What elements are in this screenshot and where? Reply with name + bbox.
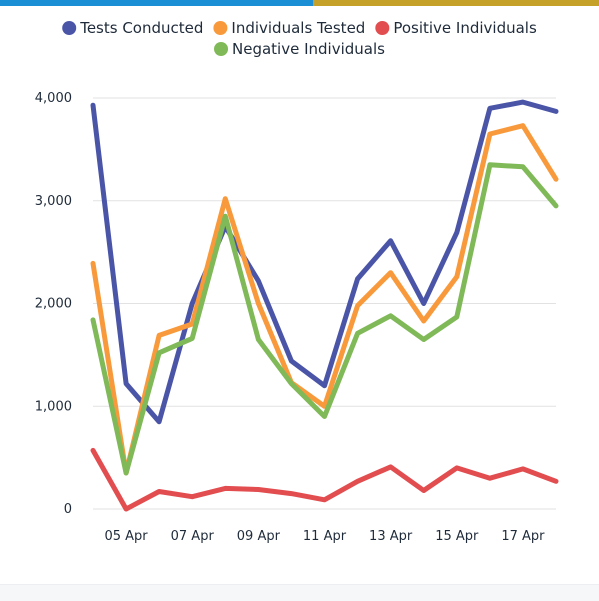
legend-label: Negative Individuals xyxy=(232,40,385,58)
legend-item-individuals-tested[interactable]: Individuals Tested xyxy=(213,19,365,37)
top-accent-bar xyxy=(0,0,599,6)
x-axis-tick-labels: 05 Apr 07 Apr 09 Apr 11 Apr 13 Apr 15 Apr 17 A… xyxy=(104,529,545,544)
top-accent-segment-gold xyxy=(313,0,599,6)
x-tick-label: 15 Apr xyxy=(435,529,479,544)
y-axis-tick-labels: 0 1,000 2,000 3,000 4,000 xyxy=(35,91,72,517)
chart-gridlines xyxy=(93,97,556,510)
footer-band xyxy=(0,584,599,601)
chart-series-lines xyxy=(90,99,559,512)
legend-label: Individuals Tested xyxy=(231,19,365,37)
y-tick-label: 4,000 xyxy=(35,91,72,106)
y-tick-label: 1,000 xyxy=(35,399,72,414)
series-line-positive-individuals xyxy=(90,447,559,512)
y-tick-label: 2,000 xyxy=(35,297,72,312)
x-tick-label: 13 Apr xyxy=(369,529,413,544)
x-tick-label: 09 Apr xyxy=(237,529,281,544)
y-tick-label: 3,000 xyxy=(35,194,72,209)
series-line-tests-conducted xyxy=(90,99,559,425)
legend-marker xyxy=(62,21,77,35)
x-tick-label: 05 Apr xyxy=(104,529,148,544)
x-tick-label: 11 Apr xyxy=(303,529,347,544)
x-tick-label: 07 Apr xyxy=(171,529,215,544)
legend-item-positive-individuals[interactable]: Positive Individuals xyxy=(375,19,537,37)
x-tick-label: 17 Apr xyxy=(501,529,545,544)
y-tick-label: 0 xyxy=(64,502,72,517)
series-line-individuals-tested xyxy=(90,123,559,476)
legend-marker xyxy=(214,42,229,56)
top-accent-segment-blue xyxy=(0,0,313,6)
legend-marker xyxy=(375,21,390,35)
legend-item-tests-conducted[interactable]: Tests Conducted xyxy=(62,19,203,37)
chart-legend: Tests Conducted Individuals Tested Positiv… xyxy=(62,19,537,58)
legend-label: Positive Individuals xyxy=(393,19,537,37)
legend-item-negative-individuals[interactable]: Negative Individuals xyxy=(214,40,385,58)
series-line-negative-individuals xyxy=(90,162,559,476)
legend-label: Tests Conducted xyxy=(79,19,203,37)
line-chart: Tests Conducted Individuals Tested Positiv… xyxy=(35,19,559,544)
legend-marker xyxy=(213,21,228,35)
